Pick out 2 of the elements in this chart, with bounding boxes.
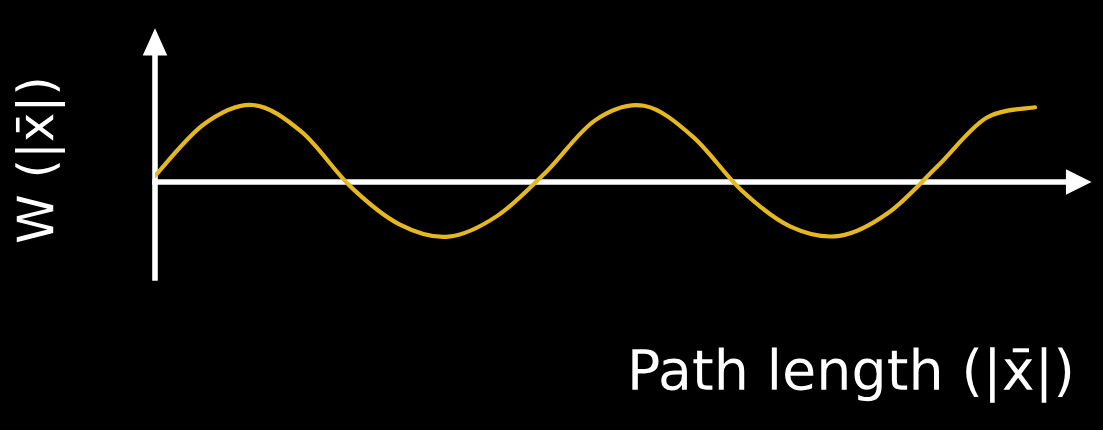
x-axis-title: Path length (|x̄|)	[632, 347, 1071, 403]
y-axis-title: W (|x̄|)	[15, 80, 65, 243]
